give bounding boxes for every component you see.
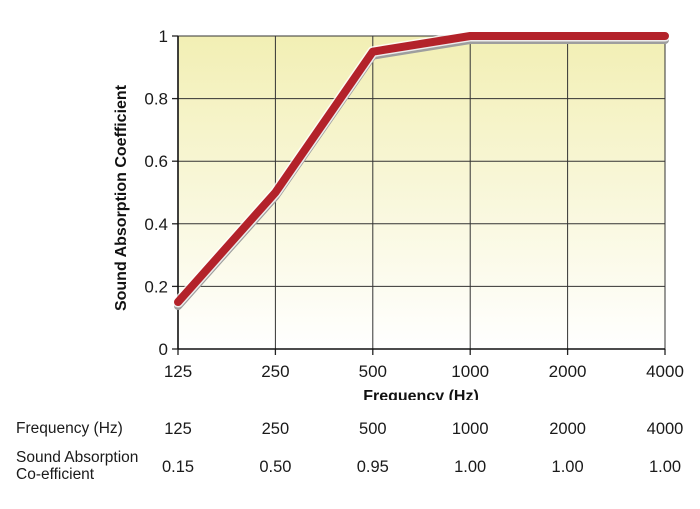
- y-axis-title: Sound Absorption Coefficient: [113, 84, 130, 311]
- x-tick-label: 125: [164, 362, 192, 381]
- x-tick-label: 500: [359, 362, 387, 381]
- table-cell-coefficient: 0.15: [161, 458, 195, 476]
- table-cell-frequency: 2000: [549, 420, 586, 438]
- x-tick-label: 2000: [549, 362, 587, 381]
- table-label-line-2: Co-efficient: [16, 466, 95, 483]
- y-tick-label: 0.6: [144, 152, 168, 171]
- table-label-line-1: Sound Absorption: [16, 449, 139, 466]
- y-tick-label: 1: [159, 27, 168, 46]
- table-row-label-absorption: Sound Absorption Co-efficient: [16, 449, 138, 483]
- y-tick-label: 0.8: [144, 90, 168, 109]
- plot-area: [178, 36, 665, 349]
- x-axis-title: Frequency (Hz): [363, 388, 479, 400]
- absorption-chart: 125 250 500 1000 2000 4000 0 0.2 0.4 0.6 0.8 1 Freq…: [113, 27, 684, 400]
- table-cell-coefficient: 1.00: [648, 458, 682, 476]
- table-cell-coefficient: 1.00: [454, 458, 487, 476]
- table-cell-frequency: 1000: [451, 420, 489, 438]
- y-tick-label: 0.2: [144, 277, 168, 296]
- table-cell-coefficient: 0.50: [259, 458, 292, 476]
- table-cell-frequency: 500: [359, 420, 387, 438]
- series-line: [174, 32, 669, 307]
- table-cell-frequency: 250: [261, 420, 290, 438]
- y-tick-label: 0.4: [144, 215, 168, 234]
- table-cell-coefficient: 0.95: [356, 458, 389, 476]
- x-tick-label: 4000: [646, 362, 684, 381]
- y-tick-label: 0: [159, 340, 168, 359]
- table-cell-coefficient: 1.00: [551, 458, 584, 476]
- table-row-label-frequency: Frequency (Hz): [16, 420, 123, 437]
- table-cell-frequency: 125: [164, 420, 192, 438]
- series-layer: [172, 30, 671, 311]
- table-cell-frequency: 4000: [646, 420, 684, 438]
- x-tick-label: 1000: [451, 362, 489, 381]
- tick-labels: 125 250 500 1000 2000 4000 0 0.2 0.4 0.6 0.8 1: [144, 27, 684, 381]
- x-tick-label: 250: [261, 362, 289, 381]
